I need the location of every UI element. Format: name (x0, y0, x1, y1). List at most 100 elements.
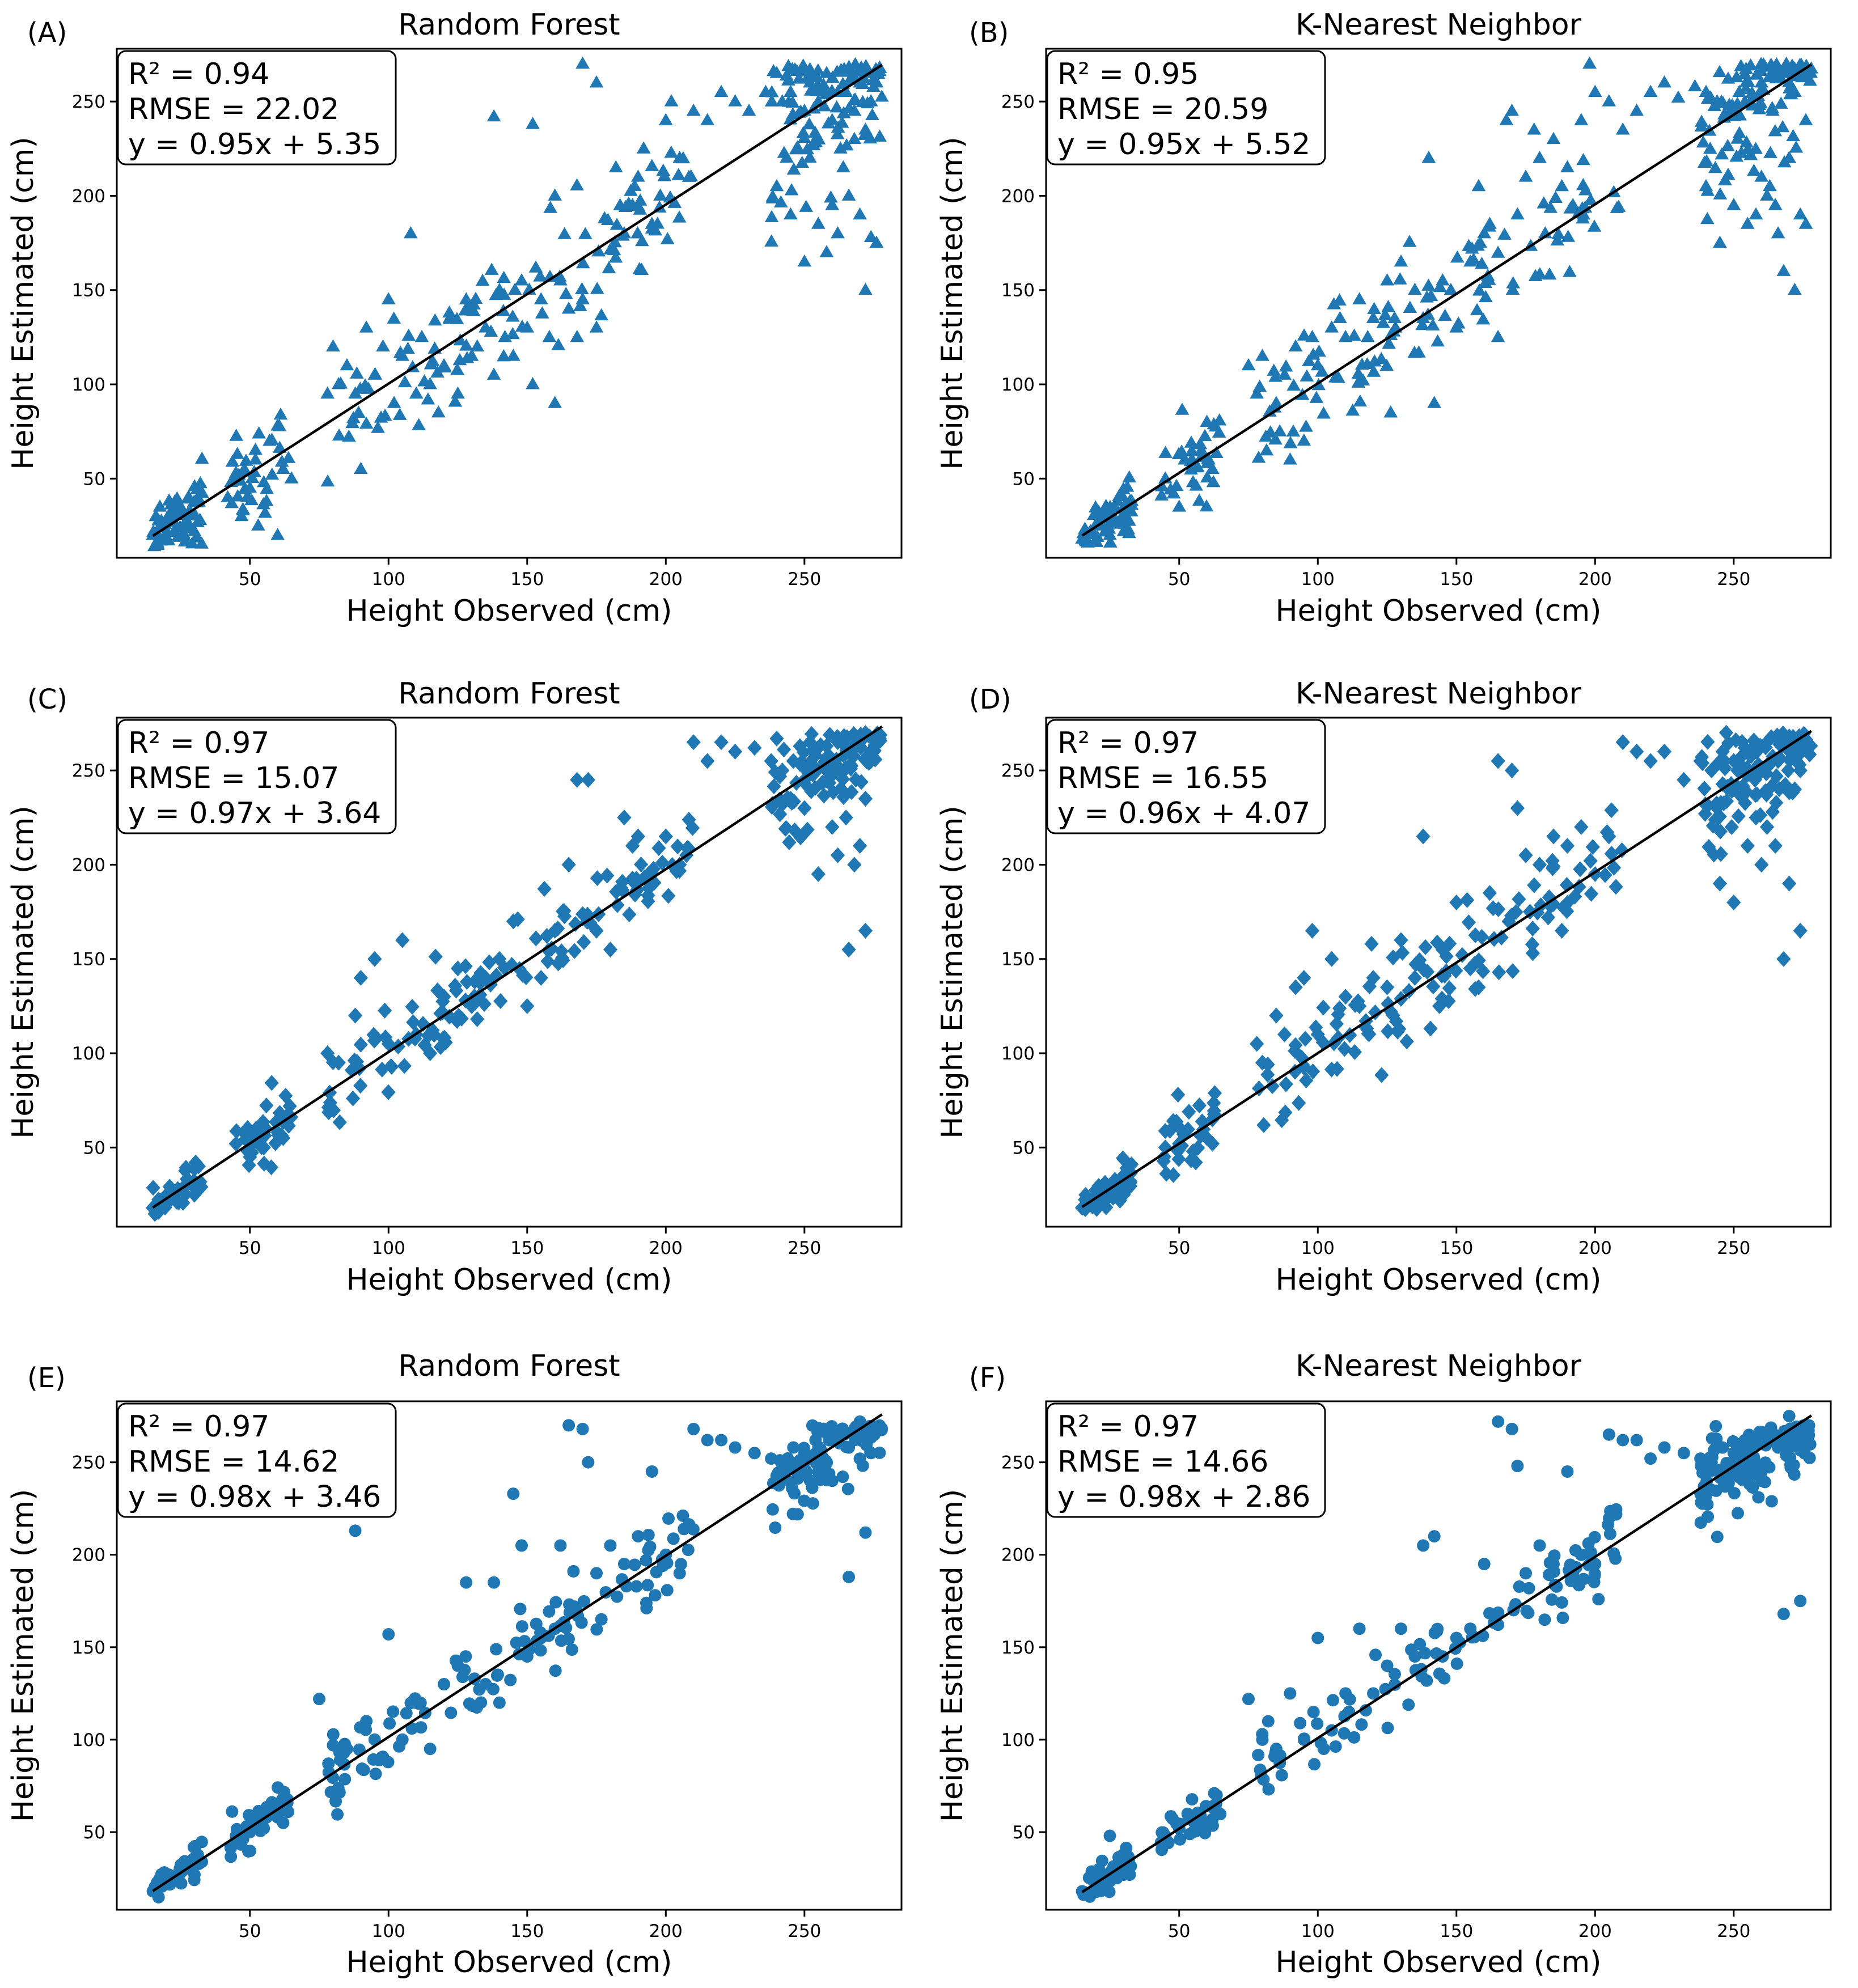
data-point (1450, 250, 1465, 263)
data-point (414, 329, 429, 342)
data-point (1252, 379, 1267, 392)
data-point (274, 1127, 289, 1144)
data-point (458, 1663, 471, 1676)
data-point (769, 1521, 782, 1534)
data-point (1359, 1704, 1372, 1717)
data-point (567, 1565, 580, 1578)
data-point (1734, 146, 1749, 158)
data-point (1311, 1631, 1324, 1644)
data-point (369, 1767, 382, 1781)
data-point (1381, 995, 1395, 1012)
data-point (1726, 753, 1741, 769)
data-point (628, 1558, 641, 1571)
data-point (1206, 1819, 1219, 1832)
data-point (1460, 892, 1475, 908)
data-point (1439, 948, 1454, 964)
axes-frame (1045, 1400, 1832, 1911)
data-point (1157, 1148, 1171, 1165)
regression-line (152, 725, 883, 1209)
data-point (425, 353, 440, 366)
data-point (1122, 525, 1136, 539)
data-point (257, 1119, 272, 1135)
data-point (450, 362, 464, 375)
data-point (645, 1465, 658, 1478)
data-point (1658, 1441, 1671, 1454)
data-point (1788, 282, 1802, 295)
data-point (1471, 952, 1486, 969)
data-point (1158, 446, 1173, 458)
data-point (274, 454, 289, 467)
data-point (506, 349, 520, 361)
data-point (632, 1530, 645, 1543)
data-point (1367, 302, 1381, 314)
data-point (1119, 1172, 1133, 1189)
data-point (864, 1446, 877, 1459)
x-axis-label: Height Observed (cm) (1276, 1263, 1602, 1297)
data-point (581, 772, 595, 788)
y-tick-label: 100 (1001, 375, 1035, 395)
data-point (729, 1441, 742, 1454)
data-point (1256, 1117, 1271, 1133)
data-point (1331, 1029, 1346, 1046)
data-point (187, 1186, 202, 1203)
data-point (1288, 979, 1303, 995)
data-point (551, 920, 565, 936)
y-tick-label: 200 (72, 855, 105, 875)
data-point (178, 1163, 193, 1179)
data-point (568, 916, 583, 932)
data-point (1677, 772, 1691, 788)
data-point (1415, 317, 1429, 330)
data-point (847, 726, 861, 742)
data-point (1433, 1667, 1446, 1680)
data-point (853, 838, 867, 854)
data-point (1207, 1103, 1221, 1119)
data-point (371, 421, 385, 433)
stat-r2: R² = 0.94 (128, 57, 269, 91)
x-tick-label: 200 (1578, 1921, 1612, 1942)
data-point (1781, 762, 1796, 778)
data-point (484, 324, 498, 337)
data-point (1332, 1000, 1347, 1016)
data-point (1297, 433, 1311, 446)
data-point (1163, 482, 1178, 495)
data-point (431, 405, 446, 418)
data-point (1288, 1042, 1302, 1059)
data-point (473, 1683, 486, 1696)
data-point (1461, 914, 1476, 931)
data-point (352, 405, 366, 418)
data-point (1309, 391, 1324, 403)
data-point (458, 303, 472, 316)
data-point (1694, 1516, 1707, 1529)
data-point (513, 1648, 526, 1661)
data-point (795, 155, 810, 168)
data-point (387, 1705, 400, 1718)
data-point (667, 1532, 680, 1545)
data-point (401, 328, 416, 341)
data-point (685, 820, 700, 836)
data-point (1279, 359, 1293, 372)
data-point (1170, 1817, 1183, 1830)
data-point (624, 184, 638, 196)
data-point (1189, 478, 1204, 491)
data-point (567, 943, 582, 959)
data-point (1551, 227, 1565, 240)
axes-frame (116, 1400, 903, 1911)
data-point (1585, 839, 1600, 855)
data-point (1791, 748, 1805, 764)
data-point (858, 58, 873, 71)
data-point (1546, 1593, 1559, 1606)
data-point (1709, 1419, 1722, 1432)
x-tick-label: 150 (510, 1238, 544, 1258)
data-point (622, 906, 637, 923)
data-point (1708, 160, 1722, 173)
data-point (570, 772, 585, 788)
stats-box-frame (1046, 719, 1326, 834)
data-point (1538, 1613, 1551, 1626)
data-point (1260, 1066, 1275, 1083)
data-point (1793, 922, 1808, 939)
data-point (786, 1482, 799, 1495)
data-point (1749, 207, 1763, 220)
data-point (670, 838, 685, 855)
data-point (260, 481, 274, 494)
panel-b: 50 100 150 200 250 50 100 150 200 250 K-Nearest Ne… (936, 8, 1832, 628)
